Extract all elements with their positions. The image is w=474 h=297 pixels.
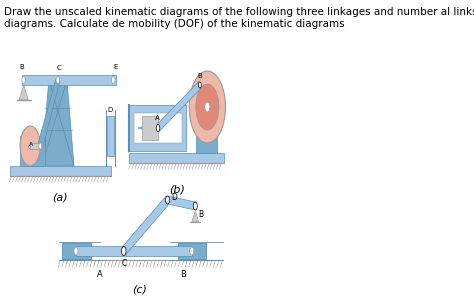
Circle shape: [198, 82, 201, 88]
Polygon shape: [76, 246, 124, 256]
Text: (c): (c): [132, 284, 147, 294]
Text: D: D: [108, 107, 113, 113]
Text: C: C: [122, 259, 127, 268]
Polygon shape: [123, 196, 169, 255]
Polygon shape: [142, 116, 158, 140]
Polygon shape: [192, 211, 199, 222]
Text: A: A: [97, 270, 102, 279]
Text: A: A: [155, 115, 159, 121]
Circle shape: [190, 247, 194, 255]
Circle shape: [165, 196, 170, 204]
Polygon shape: [62, 243, 91, 259]
Circle shape: [196, 84, 219, 130]
Polygon shape: [10, 166, 111, 176]
Text: (b): (b): [169, 185, 185, 195]
Circle shape: [20, 126, 40, 166]
Text: (a): (a): [53, 193, 68, 203]
Text: E: E: [113, 64, 118, 70]
Text: B: B: [198, 210, 203, 219]
Circle shape: [56, 77, 60, 83]
Polygon shape: [129, 105, 186, 151]
Polygon shape: [157, 81, 201, 132]
Text: Draw the unscaled kinematic diagrams of the following three linkages and number : Draw the unscaled kinematic diagrams of …: [3, 7, 474, 29]
Text: B: B: [180, 270, 186, 279]
Circle shape: [156, 124, 160, 132]
Polygon shape: [107, 116, 114, 156]
Circle shape: [121, 247, 126, 255]
Circle shape: [29, 143, 32, 149]
Circle shape: [74, 247, 78, 255]
Polygon shape: [129, 153, 224, 163]
Polygon shape: [30, 143, 42, 149]
Polygon shape: [19, 85, 28, 100]
Circle shape: [189, 71, 226, 143]
Text: A: A: [29, 143, 33, 148]
Text: C: C: [56, 65, 61, 71]
Circle shape: [22, 77, 26, 83]
Polygon shape: [20, 136, 46, 166]
Polygon shape: [38, 79, 60, 149]
Polygon shape: [124, 246, 192, 256]
Polygon shape: [178, 243, 206, 259]
Polygon shape: [167, 196, 195, 210]
Text: B: B: [19, 64, 24, 70]
Circle shape: [193, 202, 197, 210]
Polygon shape: [42, 80, 74, 166]
Circle shape: [205, 102, 210, 112]
Polygon shape: [22, 75, 116, 85]
Circle shape: [39, 143, 42, 149]
Text: D: D: [171, 194, 177, 203]
Circle shape: [111, 77, 115, 83]
Polygon shape: [134, 113, 182, 143]
Polygon shape: [196, 83, 218, 153]
Text: B: B: [197, 73, 201, 79]
